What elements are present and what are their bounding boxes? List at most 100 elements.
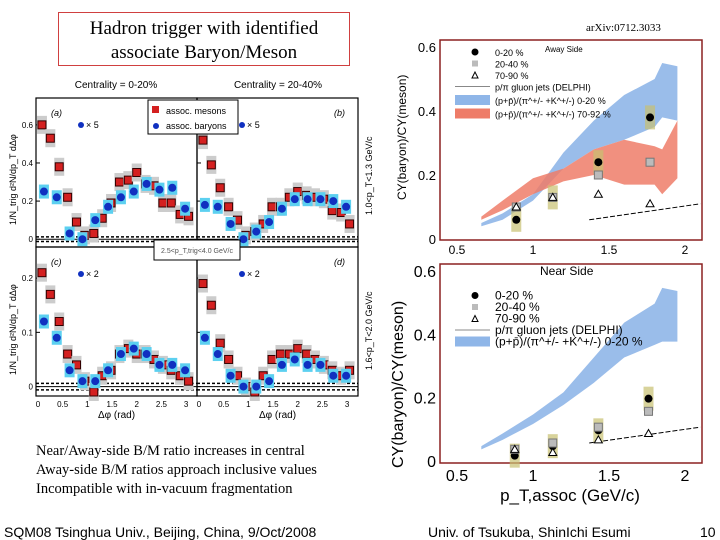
- baryon-point: [168, 183, 177, 192]
- scale-label: × 2: [86, 269, 99, 279]
- legend-icon-20-40: [472, 304, 478, 310]
- meson-point: [198, 135, 208, 145]
- point-70-90: [509, 444, 520, 453]
- legend-icon-band: [455, 95, 490, 105]
- centrality-label: Centrality = 20-40%: [234, 80, 322, 91]
- title-line-2: associate Baryon/Meson: [110, 42, 298, 63]
- trigger-label-box: [153, 239, 241, 261]
- legend-label: 20-40 %: [495, 300, 540, 314]
- y-axis-label: CY(baryon)/CY(meson): [395, 75, 409, 200]
- y-tick-label: 0.4: [414, 327, 436, 344]
- x-tick-label: 2: [681, 468, 690, 485]
- x-tick-label: 1.5: [601, 243, 618, 257]
- meson-point: [89, 228, 99, 238]
- legend-label: 20-40 %: [495, 60, 529, 70]
- plot-frame: [439, 39, 703, 241]
- y-tick-label: 0: [29, 235, 34, 244]
- legend-label: (p+p̄)/(π^+/- +K^+/-) 0-20 %: [495, 96, 606, 106]
- baryon-point: [116, 193, 125, 202]
- baryon-point: [39, 187, 48, 196]
- legend-label: (p+p̄)/(π^+/- +K^+/-) 0-20 %: [495, 335, 643, 349]
- baryon-point: [39, 317, 48, 326]
- meson-point: [166, 198, 176, 208]
- x-axis-label: Δφ (rad): [259, 410, 296, 421]
- centrality-label: Centrality = 0-20%: [75, 80, 158, 91]
- baryon-point: [65, 229, 74, 238]
- legend-label: p/π gluon jets (DELPHI): [495, 323, 623, 337]
- panel-label: (c): [51, 257, 62, 267]
- y-tick-label: 0.6: [418, 40, 436, 55]
- x-tick-label: 1.5: [106, 400, 118, 409]
- baryon-point: [265, 377, 274, 386]
- x-axis-label: p_T,assoc (GeV/c): [500, 486, 640, 505]
- trigger-label: 2.5<p_T,trig<4.0 GeV/c: [161, 248, 233, 255]
- y-tick-label: 0.4: [22, 159, 34, 168]
- baryon-point: [277, 204, 286, 213]
- baryon-point: [303, 360, 312, 369]
- x-tick-label: 0: [36, 400, 41, 409]
- panel-label: (b): [334, 108, 345, 118]
- scale-label: × 2: [247, 269, 260, 279]
- plot-frame: [439, 263, 703, 464]
- baryon-point: [226, 219, 235, 228]
- y-tick-label: 0.6: [22, 121, 34, 130]
- delphi-line: [589, 426, 701, 444]
- baryon-point: [239, 235, 248, 244]
- legend-label: assoc. baryons: [166, 121, 227, 131]
- point-0-20: [594, 158, 603, 167]
- x-tick-label: 0.5: [218, 400, 230, 409]
- row-label: 1.6<p_T<2.0 GeV/c: [364, 291, 374, 370]
- baryon-point: [168, 360, 177, 369]
- meson-point: [302, 349, 312, 359]
- x-tick-label: 2.5: [317, 400, 329, 409]
- meson-point: [89, 387, 99, 397]
- meson-point: [37, 268, 47, 278]
- legend-icon-70-90: [471, 314, 479, 322]
- y-tick-label: 0.6: [414, 264, 436, 281]
- x-tick-label: 1: [246, 400, 251, 409]
- baryon-point: [239, 382, 248, 391]
- y-tick-label: 0.2: [418, 168, 436, 183]
- baryon-point: [78, 235, 87, 244]
- y-tick-label: 0.2: [22, 197, 34, 206]
- baryon-point: [142, 179, 151, 188]
- inclusive-ratio-band: [481, 287, 678, 450]
- meson-point: [345, 219, 355, 229]
- meson-point: [37, 120, 47, 130]
- baryon-point: [181, 366, 190, 375]
- baryon-point: [65, 366, 74, 375]
- meson-point: [224, 202, 234, 212]
- meson-point: [54, 317, 64, 326]
- x-tick-label: 1: [529, 468, 538, 485]
- baryon-point: [226, 371, 235, 380]
- bullet-list: Near/Away-side B/M ratio increases in ce…: [36, 442, 317, 499]
- baryon-point: [91, 216, 100, 225]
- legend-label: (p+p̄)/(π^+/- +K^+/-) 70-92 %: [495, 110, 611, 120]
- x-tick-label: 2: [134, 400, 139, 409]
- x-tick-label: 1: [530, 243, 537, 257]
- meson-point: [206, 300, 216, 310]
- baryon-point: [52, 193, 61, 202]
- row-label: 1.0<p_T<1.3 GeV/c: [364, 136, 374, 215]
- baryon-point: [252, 382, 261, 391]
- meson-point: [198, 279, 208, 289]
- legend-icon-20-40: [472, 60, 478, 67]
- baryon-point: [129, 344, 138, 353]
- slide-title-box: Hadron trigger with identified associate…: [58, 12, 350, 66]
- point-20-40: [593, 170, 603, 180]
- meson-point: [215, 183, 225, 193]
- x-tick-label: 3: [184, 400, 189, 409]
- meson-point: [45, 289, 55, 299]
- bullet: Near/Away-side B/M ratio increases in ce…: [36, 443, 305, 459]
- point-70-90: [547, 192, 558, 201]
- y-tick-label: 0.1: [22, 328, 34, 337]
- y-tick-label: 0.4: [418, 104, 436, 119]
- baryon-point: [213, 350, 222, 359]
- legend-box: [147, 99, 239, 135]
- delphi-line: [589, 203, 701, 221]
- x-tick-label: 0: [197, 400, 202, 409]
- meson-point: [184, 376, 194, 386]
- baryon-point: [104, 366, 113, 375]
- point-0-20: [646, 113, 655, 122]
- plot-title: Away Side: [545, 45, 583, 54]
